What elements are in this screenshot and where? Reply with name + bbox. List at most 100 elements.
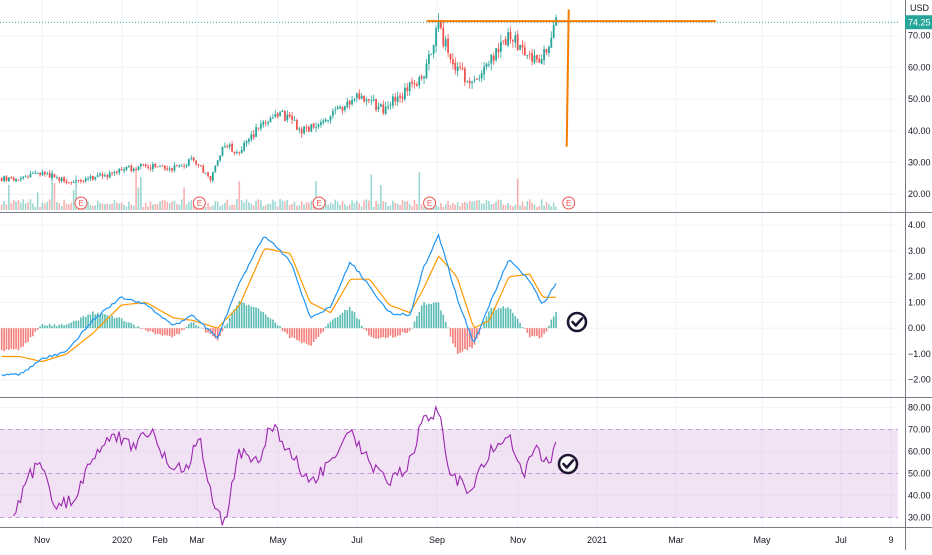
macd-histogram-bar bbox=[524, 328, 526, 329]
earnings-letter-icon: E bbox=[197, 199, 202, 208]
candle-body bbox=[151, 164, 154, 170]
macd-histogram-bar bbox=[358, 319, 361, 329]
candle-body bbox=[84, 178, 87, 182]
rsi-panel[interactable] bbox=[0, 404, 898, 526]
volume-bar bbox=[250, 203, 253, 210]
candle-body bbox=[401, 96, 404, 99]
macd-panel[interactable] bbox=[0, 233, 557, 377]
candle-body bbox=[72, 181, 75, 183]
macd-histogram-bar bbox=[461, 328, 464, 352]
volume-bar bbox=[406, 201, 409, 210]
macd-histogram-bar bbox=[36, 328, 39, 330]
candle-body bbox=[487, 64, 490, 66]
earnings-letter-icon: E bbox=[316, 199, 321, 208]
macd-histogram-bar bbox=[75, 320, 77, 329]
volume-bar bbox=[416, 203, 418, 210]
macd-histogram-bar bbox=[375, 328, 377, 339]
macd-histogram-bar bbox=[24, 328, 27, 343]
volume-bar bbox=[452, 202, 454, 210]
macd-histogram-bar bbox=[80, 317, 82, 329]
macd-histogram-bar bbox=[152, 328, 154, 333]
candle-body bbox=[3, 176, 5, 181]
volume-bar bbox=[27, 202, 29, 210]
macd-line bbox=[1, 233, 557, 377]
macd-histogram-bar bbox=[70, 322, 73, 329]
macd-histogram-bar bbox=[236, 305, 238, 329]
candle-body bbox=[492, 55, 495, 61]
macd-y-tick-label: 0.00 bbox=[908, 323, 926, 333]
volume-bar bbox=[490, 204, 493, 210]
volume-bar bbox=[356, 200, 358, 210]
volume-bar bbox=[389, 205, 392, 210]
macd-histogram-bar bbox=[176, 328, 178, 335]
volume-bar bbox=[221, 204, 224, 210]
macd-histogram-bar bbox=[214, 328, 217, 339]
candle-body bbox=[255, 127, 257, 137]
candle-body bbox=[144, 164, 147, 167]
macd-histogram-bar bbox=[394, 328, 397, 338]
macd-histogram-bar bbox=[392, 328, 394, 338]
volume-bar bbox=[459, 206, 461, 210]
macd-histogram-bar bbox=[281, 328, 284, 332]
earnings-marker[interactable] bbox=[423, 196, 437, 210]
volume-bar bbox=[363, 200, 365, 210]
macd-histogram-bar bbox=[142, 328, 145, 329]
macd-histogram-bar bbox=[0, 328, 3, 351]
candle-body bbox=[355, 93, 358, 99]
macd-histogram-bar bbox=[15, 328, 17, 349]
candle-body bbox=[511, 40, 514, 42]
macd-histogram-bar bbox=[192, 322, 195, 329]
macd-histogram-bar bbox=[396, 328, 399, 336]
candle-body bbox=[495, 48, 497, 60]
candle-body bbox=[115, 171, 118, 173]
earnings-marker[interactable] bbox=[562, 196, 576, 210]
macd-histogram-bar bbox=[420, 305, 423, 329]
volume-bar bbox=[540, 199, 543, 210]
macd-histogram-bar bbox=[495, 309, 497, 329]
earnings-marker[interactable] bbox=[312, 196, 326, 210]
volume-bar bbox=[392, 200, 394, 210]
candle-body bbox=[451, 59, 454, 65]
macd-histogram-bar bbox=[120, 318, 123, 329]
candle-body bbox=[168, 168, 171, 170]
volume-bar bbox=[413, 199, 416, 210]
volume-bar bbox=[154, 204, 157, 210]
last-price-badge bbox=[905, 15, 932, 30]
x-tick-label: Sep bbox=[429, 535, 445, 545]
volume-bar bbox=[140, 177, 142, 210]
x-tick-label: May bbox=[269, 535, 287, 545]
macd-histogram-bar bbox=[284, 328, 286, 332]
volume-bar bbox=[8, 184, 10, 210]
earnings-marker[interactable] bbox=[74, 196, 88, 210]
currency-label: USD bbox=[910, 3, 930, 13]
candle-body bbox=[334, 109, 337, 111]
volume-bar bbox=[528, 199, 531, 210]
candle-body bbox=[456, 66, 459, 72]
candle-body bbox=[406, 87, 409, 91]
volume-bar bbox=[387, 206, 389, 210]
macd-histogram-bar bbox=[5, 328, 8, 350]
rsi-line bbox=[12, 404, 557, 526]
candle-body bbox=[36, 172, 39, 174]
volume-bar bbox=[533, 204, 536, 210]
candle-body bbox=[259, 123, 262, 129]
earnings-marker[interactable] bbox=[192, 196, 206, 210]
candle-body bbox=[171, 168, 173, 171]
volume-bar bbox=[339, 204, 341, 210]
macd-histogram-bar bbox=[372, 328, 375, 339]
macd-histogram-bar bbox=[183, 328, 185, 330]
volume-bar bbox=[440, 202, 442, 210]
volume-bar bbox=[492, 203, 495, 210]
macd-histogram-bar bbox=[10, 328, 13, 350]
macd-histogram-bar bbox=[312, 328, 315, 342]
macd-histogram-bar bbox=[545, 328, 548, 332]
vertical-marker-line[interactable] bbox=[565, 9, 570, 147]
macd-histogram-bar bbox=[425, 304, 428, 329]
macd-histogram-bar bbox=[456, 328, 459, 354]
volume-bar bbox=[272, 199, 274, 210]
macd-histogram-bar bbox=[207, 328, 209, 333]
macd-histogram-bar bbox=[22, 328, 25, 347]
